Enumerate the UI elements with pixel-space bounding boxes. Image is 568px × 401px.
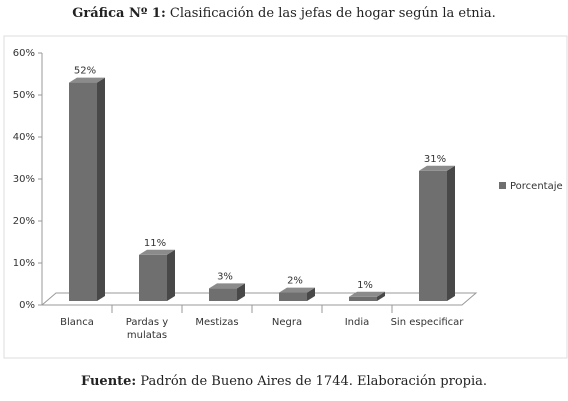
x-tick-label: Pardas y mulatas (125, 317, 169, 341)
bar-side (167, 249, 175, 301)
x-tick-label: Blanca (60, 317, 94, 328)
y-tick-label: 10% (13, 258, 35, 269)
y-tick-label: 50% (13, 90, 35, 101)
x-tick-label: Negra (271, 317, 303, 328)
value-label: 3% (217, 271, 233, 282)
bar (139, 254, 167, 301)
value-label: 11% (144, 238, 166, 249)
x-tick-label: Sin especificar (390, 317, 464, 328)
bar-top (349, 291, 385, 297)
title-text: Clasificación de las jefas de hogar segú… (169, 6, 496, 21)
source-note: Fuente: Padrón de Bueno Aires de 1744. E… (0, 374, 568, 389)
bar (349, 296, 377, 301)
floor (40, 292, 478, 306)
bar-side (447, 165, 455, 301)
x-tick-label: India (344, 317, 370, 328)
chart-title: Gráfica Nº 1: Clasificación de las jefas… (0, 6, 568, 21)
value-label: 1% (357, 280, 373, 291)
source-label: Fuente: (80, 374, 137, 389)
bar (279, 292, 307, 301)
bar (209, 288, 237, 301)
bar-side (97, 77, 105, 301)
y-tick-label: 30% (13, 174, 35, 185)
legend-swatch (499, 182, 506, 189)
value-label: 52% (74, 66, 96, 77)
bar-top (209, 283, 245, 289)
bar (419, 170, 447, 301)
y-tick-label: 0% (19, 300, 35, 311)
source-text: Padrón de Bueno Aires de 1744. Elaboraci… (140, 374, 488, 389)
y-tick-label: 60% (13, 48, 35, 59)
bar-top (69, 77, 105, 83)
bar (69, 82, 97, 301)
y-tick-label: 40% (13, 132, 35, 143)
value-label: 31% (424, 154, 446, 165)
y-tick-label: 20% (13, 216, 35, 227)
bar-side (307, 287, 315, 301)
x-tick-label: Mestizas (195, 317, 239, 328)
bar-side (377, 291, 385, 301)
legend-label: Porcentaje (510, 181, 563, 192)
bar-top (279, 287, 315, 293)
title-label: Gráfica Nº 1: (72, 6, 166, 21)
value-label: 2% (287, 276, 303, 287)
bar-side (237, 283, 245, 301)
bar-top (419, 165, 455, 171)
bar-top (139, 249, 175, 255)
chart-frame (3, 35, 568, 359)
